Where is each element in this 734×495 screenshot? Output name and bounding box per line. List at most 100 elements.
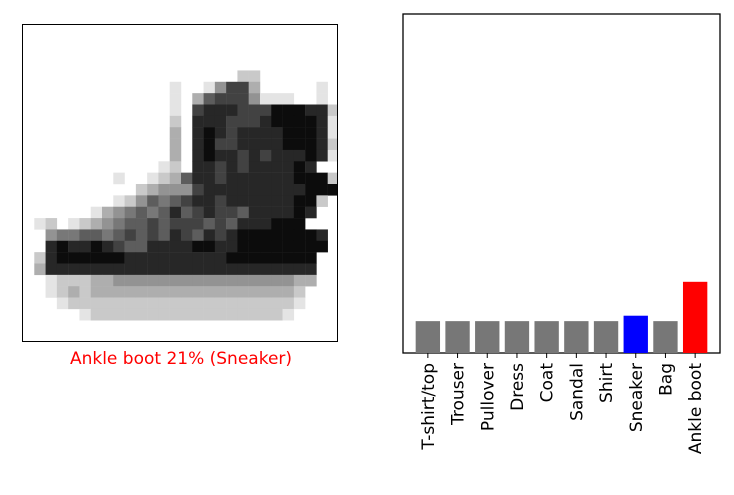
image-pixel: [237, 115, 249, 128]
image-pixel: [282, 274, 295, 287]
image-pixel: [282, 286, 295, 298]
image-pixel: [214, 206, 227, 219]
image-pixel: [90, 274, 103, 287]
image-pixel: [237, 93, 249, 105]
image-pixel: [316, 138, 328, 151]
image-pixel: [214, 195, 227, 207]
image-pixel: [214, 218, 227, 230]
image-pixel: [293, 195, 306, 207]
image-pixel: [113, 172, 125, 185]
image-pixel: [327, 172, 337, 185]
image-pixel: [237, 297, 249, 310]
image-pixel: [260, 149, 272, 162]
image-pixel: [237, 274, 249, 287]
image-pixel: [181, 240, 193, 253]
image-pixel: [248, 252, 261, 264]
image-pixel: [271, 195, 283, 207]
image-pixel: [260, 161, 272, 173]
image-pixel: [203, 138, 216, 151]
image-pixel: [203, 127, 216, 139]
image-pixel: [282, 115, 295, 128]
image-pixel: [79, 308, 91, 321]
image-pixel: [90, 218, 103, 230]
image-pixel: [113, 229, 125, 242]
image-pixel: [226, 218, 238, 230]
image-pixel: [169, 297, 182, 310]
image-pixel: [271, 218, 283, 230]
image-pixel: [282, 195, 295, 207]
image-pixel: [124, 229, 137, 242]
image-pixel: [124, 263, 137, 276]
image-pixel: [192, 252, 204, 264]
image-pixel: [293, 115, 306, 128]
image-pixel: [271, 184, 283, 196]
image-pixel: [192, 274, 204, 287]
image-pixel: [102, 229, 114, 242]
image-pixel: [135, 240, 148, 253]
image-pixel: [282, 138, 295, 151]
image-pixel: [305, 127, 317, 139]
image-pixel: [237, 172, 249, 185]
image-pixel: [248, 263, 261, 276]
image-pixel: [282, 161, 295, 173]
image-pixel: [169, 115, 182, 128]
image-pixel: [316, 184, 328, 196]
image-pixel: [305, 252, 317, 264]
image-pixel: [181, 218, 193, 230]
image-pixel: [79, 252, 91, 264]
image-pixel: [237, 184, 249, 196]
image-pixel: [181, 229, 193, 242]
image-pixel: [271, 286, 283, 298]
image-pixel: [169, 274, 182, 287]
image-pixel: [293, 263, 306, 276]
image-pixel: [192, 229, 204, 242]
image-pixel: [248, 297, 261, 310]
image-pixel: [169, 263, 182, 276]
image-pixel: [147, 286, 159, 298]
image-pixel: [226, 184, 238, 196]
image-pixel: [293, 286, 306, 298]
image-pixel: [248, 161, 261, 173]
image-pixel: [45, 252, 58, 264]
image-pixel: [248, 172, 261, 185]
image-pixel: [102, 286, 114, 298]
image-pixel: [203, 286, 216, 298]
image-pixel: [135, 252, 148, 264]
bar-t-shirt-top: [415, 321, 441, 353]
image-pixel: [226, 263, 238, 276]
image-pixel: [102, 218, 114, 230]
image-pixel: [214, 81, 227, 94]
image-pixel: [248, 93, 261, 105]
image-pixel: [181, 252, 193, 264]
prediction-caption: Ankle boot 21% (Sneaker): [69, 349, 293, 369]
image-pixel: [147, 218, 159, 230]
image-pixel: [169, 286, 182, 298]
image-pixel: [248, 81, 261, 94]
image-pixel: [316, 240, 328, 253]
image-pixel: [305, 104, 317, 117]
image-pixel: [158, 218, 170, 230]
image-pixel: [90, 240, 103, 253]
image-pixel: [124, 274, 137, 287]
image-pixel: [169, 206, 182, 219]
image-pixel: [68, 229, 80, 242]
image-pixel: [226, 161, 238, 173]
image-pixel: [158, 286, 170, 298]
image-pixel: [214, 240, 227, 253]
image-pixel: [226, 229, 238, 242]
image-pixel: [147, 195, 159, 207]
image-pixel: [90, 252, 103, 264]
image-pixel: [147, 297, 159, 310]
image-pixel: [226, 127, 238, 139]
image-pixel: [169, 172, 182, 185]
image-pixel: [124, 252, 137, 264]
image-pixel: [260, 308, 272, 321]
image-pixel: [181, 195, 193, 207]
image-pixel: [316, 81, 328, 94]
image-pixel: [181, 206, 193, 219]
image-pixel: [282, 206, 295, 219]
image-pixel: [237, 308, 249, 321]
image-pixel: [248, 184, 261, 196]
image-pixel: [203, 149, 216, 162]
image-pixel: [214, 115, 227, 128]
